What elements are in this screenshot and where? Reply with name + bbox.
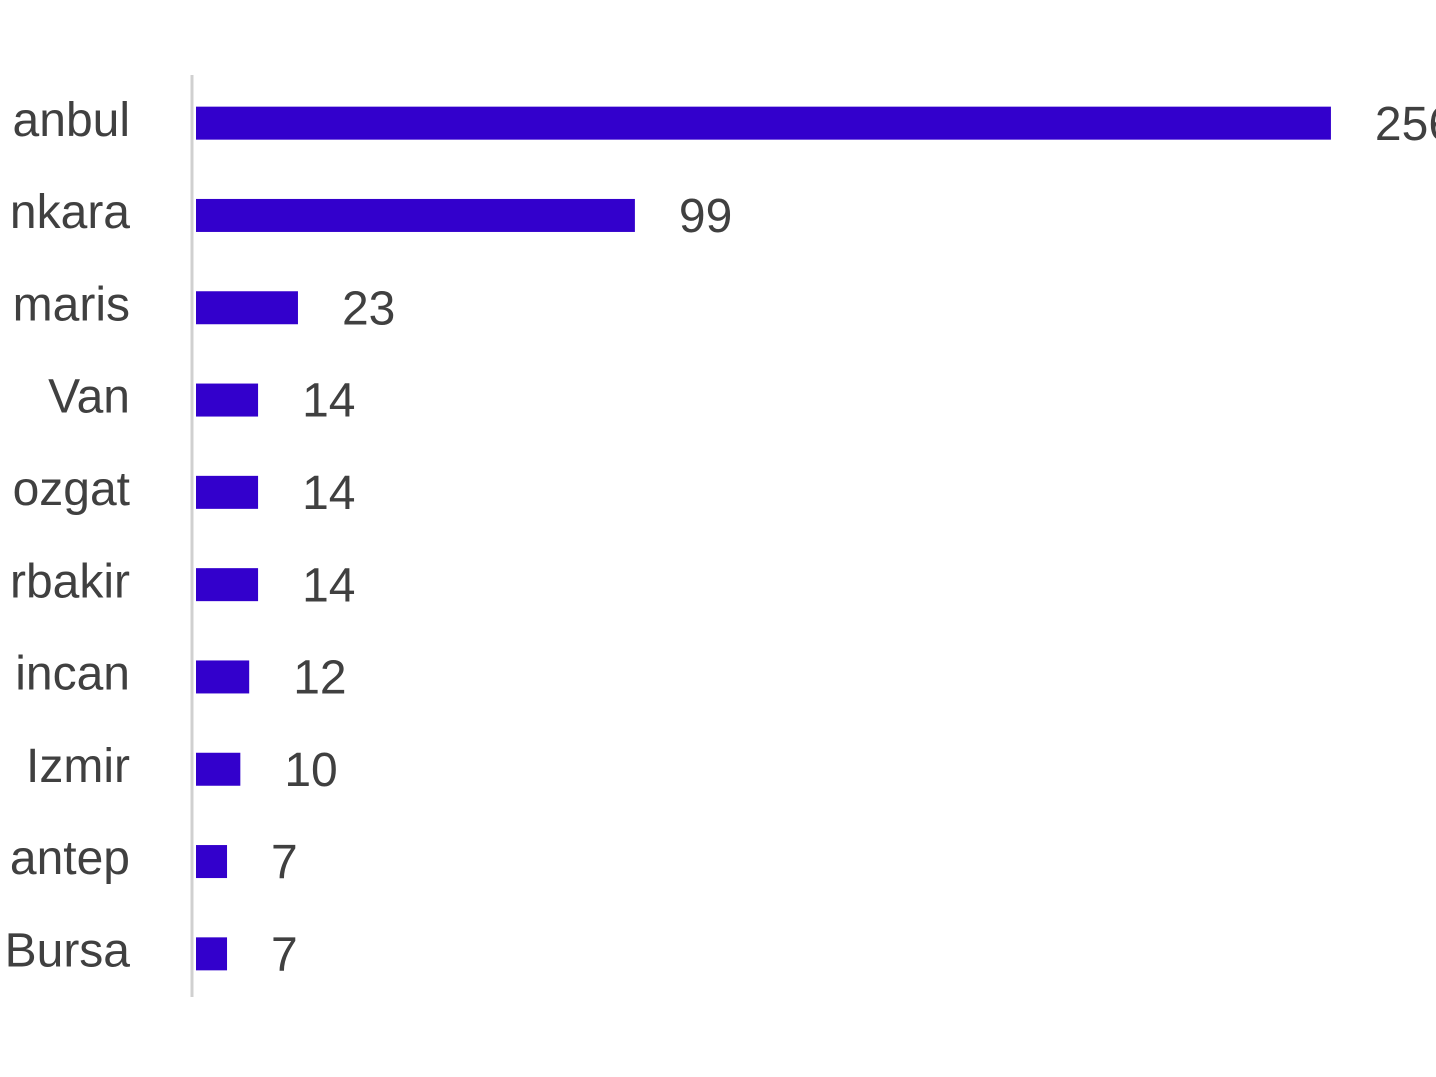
bar [196,937,228,971]
category-label: nkara [10,186,130,239]
value-label: 7 [271,929,298,982]
bar [196,198,635,232]
bar [196,106,1331,140]
bar [196,475,259,509]
category-label: Bursa [5,925,131,978]
value-label: 256 [1375,98,1436,151]
bar [196,568,259,602]
bar [196,291,298,325]
value-label: 14 [302,559,355,612]
value-label: 23 [342,282,395,335]
value-label: 7 [271,836,298,889]
category-label: ozgat [13,463,130,516]
category-label: anbul [13,94,130,147]
category-label: Izmir [26,740,130,793]
category-label: Van [48,371,130,424]
value-label: 99 [679,190,732,243]
value-label: 14 [302,375,355,428]
value-label: 12 [293,652,346,705]
bar [196,660,250,694]
bar [196,383,259,417]
category-label: incan [15,648,130,701]
category-label: antep [10,832,130,885]
bar [196,845,228,879]
category-label: rbakir [10,555,130,608]
category-label: maris [13,278,130,331]
value-label: 14 [302,467,355,520]
bar [196,752,241,786]
value-label: 10 [284,744,337,797]
